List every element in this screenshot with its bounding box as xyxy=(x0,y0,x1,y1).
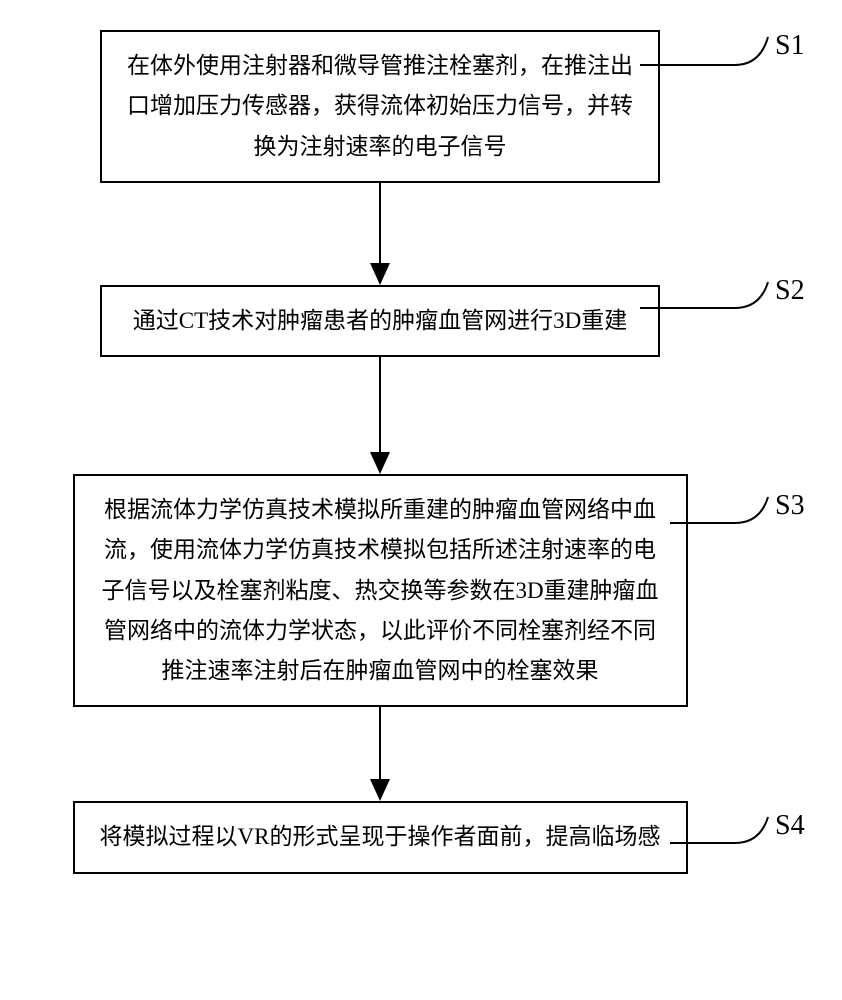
arrow-line xyxy=(379,357,381,452)
step-text: 通过CT技术对肿瘤患者的肿瘤血管网进行3D重建 xyxy=(133,308,628,333)
step-box-s3: 根据流体力学仿真技术模拟所重建的肿瘤血管网络中血流，使用流体力学仿真技术模拟包括… xyxy=(73,474,688,707)
arrow-line xyxy=(379,707,381,779)
callout-line-s1 xyxy=(640,35,780,85)
callout-line-s3 xyxy=(670,495,780,545)
arrow-line xyxy=(379,183,381,263)
callout-line-s2 xyxy=(640,280,780,330)
step-box-s2: 通过CT技术对肿瘤患者的肿瘤血管网进行3D重建 xyxy=(100,285,660,357)
callout-line-s4 xyxy=(670,815,780,865)
step-text: 将模拟过程以VR的形式呈现于操作者面前，提高临场感 xyxy=(100,824,661,849)
arrow-s3-s4 xyxy=(370,707,390,801)
arrow-head-icon xyxy=(370,779,390,801)
step-text: 在体外使用注射器和微导管推注栓塞剂，在推注出口增加压力传感器，获得流体初始压力信… xyxy=(127,53,633,159)
arrow-s2-s3 xyxy=(370,357,390,474)
arrow-s1-s2 xyxy=(370,183,390,285)
arrow-head-icon xyxy=(370,263,390,285)
step-text: 根据流体力学仿真技术模拟所重建的肿瘤血管网络中血流，使用流体力学仿真技术模拟包括… xyxy=(101,497,658,683)
step-box-s4: 将模拟过程以VR的形式呈现于操作者面前，提高临场感 xyxy=(73,801,688,873)
flowchart-container: 在体外使用注射器和微导管推注栓塞剂，在推注出口增加压力传感器，获得流体初始压力信… xyxy=(60,30,700,874)
step-box-s1: 在体外使用注射器和微导管推注栓塞剂，在推注出口增加压力传感器，获得流体初始压力信… xyxy=(100,30,660,183)
arrow-head-icon xyxy=(370,452,390,474)
